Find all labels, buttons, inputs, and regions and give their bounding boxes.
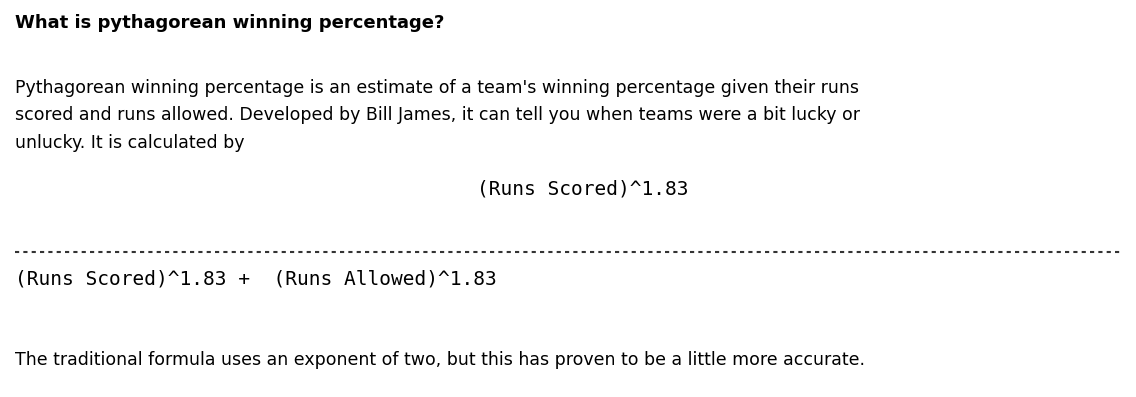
Text: What is pythagorean winning percentage?: What is pythagorean winning percentage? bbox=[15, 14, 444, 32]
Text: (Runs Scored)^1.83 +  (Runs Allowed)^1.83: (Runs Scored)^1.83 + (Runs Allowed)^1.83 bbox=[15, 270, 496, 289]
Text: (Runs Scored)^1.83: (Runs Scored)^1.83 bbox=[477, 179, 688, 198]
Text: The traditional formula uses an exponent of two, but this has proven to be a lit: The traditional formula uses an exponent… bbox=[15, 351, 864, 369]
Text: Pythagorean winning percentage is an estimate of a team's winning percentage giv: Pythagorean winning percentage is an est… bbox=[15, 79, 860, 152]
